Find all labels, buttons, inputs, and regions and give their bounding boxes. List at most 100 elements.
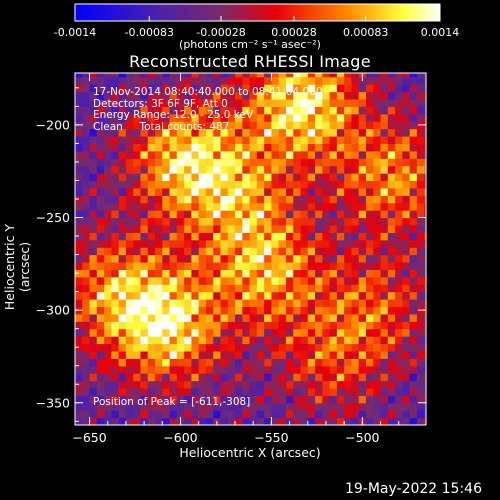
heatmap-cell [213, 380, 222, 389]
heatmap-cell [162, 106, 171, 115]
heatmap-cell [278, 380, 287, 389]
heatmap-cell [416, 150, 425, 159]
heatmap-cell [205, 410, 214, 419]
heatmap-cell [89, 143, 98, 152]
heatmap-cell [416, 91, 425, 100]
heatmap-cell [344, 261, 353, 270]
heatmap-cell [387, 113, 396, 122]
heatmap-cell [402, 284, 411, 293]
heatmap-cell [125, 402, 134, 411]
heatmap-cell [220, 165, 229, 174]
heatmap-cell [278, 313, 287, 322]
heatmap-cell [344, 143, 353, 152]
heatmap-cell [118, 128, 127, 137]
heatmap-cell [307, 387, 316, 396]
heatmap-cell [147, 387, 156, 396]
heatmap-cell [285, 402, 294, 411]
heatmap-cell [285, 224, 294, 233]
heatmap-cell [242, 306, 251, 315]
heatmap-cell [249, 187, 258, 196]
heatmap-cell [125, 410, 134, 419]
heatmap-cell [249, 358, 258, 367]
heatmap-cell [198, 210, 207, 219]
heatmap-cell [424, 358, 426, 367]
heatmap-cell [264, 336, 273, 345]
heatmap-cell [176, 336, 185, 345]
heatmap-cell [220, 84, 229, 93]
heatmap-cell [155, 261, 163, 270]
heatmap-cell [344, 128, 353, 137]
heatmap-cell [271, 395, 280, 404]
heatmap-cell [395, 113, 403, 122]
heatmap-cell [387, 150, 396, 159]
heatmap-cell [213, 276, 222, 285]
heatmap-cell [344, 224, 353, 233]
heatmap-cell [329, 73, 338, 78]
heatmap-cell [169, 269, 178, 278]
heatmap-cell [227, 202, 236, 211]
heatmap-cell [351, 180, 360, 189]
heatmap-cell [104, 76, 112, 85]
heatmap-cell [235, 195, 243, 204]
heatmap-cell [344, 269, 353, 278]
heatmap-cell [271, 180, 280, 189]
heatmap-cell [140, 239, 149, 248]
heatmap-cell [380, 299, 389, 308]
heatmap-cell [285, 73, 294, 78]
heatmap-cell [133, 113, 142, 122]
heatmap-cell [213, 121, 222, 130]
heatmap-cell [205, 180, 214, 189]
heatmap-cell [351, 158, 360, 167]
heatmap-cell [322, 284, 331, 293]
heatmap-cell [155, 365, 163, 374]
heatmap-cell [104, 306, 112, 315]
heatmap-cell [300, 336, 309, 345]
heatmap-cell [220, 187, 229, 196]
heatmap-cell [344, 239, 353, 248]
heatmap-cell [169, 402, 178, 411]
heatmap-cell [198, 232, 207, 241]
heatmap-cell [169, 395, 178, 404]
heatmap-cell [395, 187, 403, 196]
heatmap-cell [307, 395, 316, 404]
heatmap-cell [315, 336, 323, 345]
heatmap-cell [235, 254, 243, 263]
heatmap-cell [300, 217, 309, 226]
heatmap-cell [198, 150, 207, 159]
heatmap-cell [111, 343, 120, 352]
heatmap-cell [140, 135, 149, 144]
heatmap-cell [140, 98, 149, 107]
heatmap-cell [293, 276, 302, 285]
heatmap-cell [344, 336, 353, 345]
heatmap-cell [271, 336, 280, 345]
heatmap-cell [256, 380, 265, 389]
heatmap-cell [300, 98, 309, 107]
heatmap-cell [315, 73, 323, 78]
heatmap-cell [271, 284, 280, 293]
heatmap-cell [205, 328, 214, 337]
heatmap-cell [307, 380, 316, 389]
heatmap-cell [395, 402, 403, 411]
heatmap-cell [155, 291, 163, 300]
heatmap-cell [227, 306, 236, 315]
colorbar-units: (photons cm⁻² s⁻¹ asec⁻²) [179, 38, 321, 51]
heatmap-cell [118, 73, 127, 78]
heatmap-cell [329, 291, 338, 300]
heatmap-cell [307, 128, 316, 137]
heatmap-cell [365, 121, 374, 130]
heatmap-cell [336, 350, 345, 359]
heatmap-cell [416, 402, 425, 411]
heatmap-cell [125, 158, 134, 167]
heatmap-cell [387, 410, 396, 419]
heatmap-cell [191, 387, 200, 396]
heatmap-cell [220, 135, 229, 144]
heatmap-cell [140, 269, 149, 278]
heatmap-cell [322, 128, 331, 137]
heatmap-cell [198, 217, 207, 226]
heatmap-cell [285, 254, 294, 263]
heatmap-cell [351, 143, 360, 152]
heatmap-cell [111, 306, 120, 315]
heatmap-cell [264, 121, 273, 130]
heatmap-cell [387, 210, 396, 219]
heatmap-cell [336, 247, 345, 256]
